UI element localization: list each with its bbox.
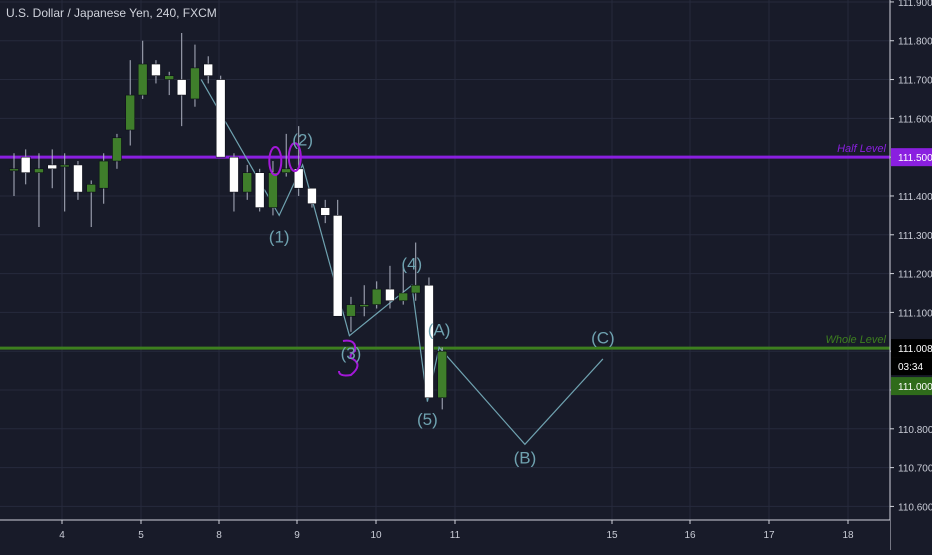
- candle-body[interactable]: [332, 215, 343, 317]
- price-badge-label: 111.500: [898, 153, 932, 164]
- horizontal-levels[interactable]: Half Level Whole Level: [0, 143, 890, 350]
- candle-body[interactable]: [137, 63, 148, 96]
- candle-body[interactable]: [268, 172, 278, 208]
- time-tick-label: 4: [59, 530, 65, 541]
- candle-body[interactable]: [359, 304, 370, 307]
- price-badge-label: 03:34: [898, 362, 923, 373]
- price-tick-label: 111.800: [898, 37, 932, 48]
- candle-body[interactable]: [47, 164, 58, 170]
- candle-body[interactable]: [242, 172, 253, 193]
- candle-body[interactable]: [203, 63, 214, 76]
- whole-level-label: Whole Level: [825, 334, 886, 346]
- time-axis[interactable]: 4 5 8 9 10 11 15 16 17 18: [0, 519, 890, 550]
- candle-body[interactable]: [346, 304, 356, 317]
- candle-body[interactable]: [410, 284, 421, 294]
- candle-body[interactable]: [73, 164, 83, 193]
- symbol-title: U.S. Dollar / Japanese Yen, 240, FXCM: [6, 6, 217, 20]
- candle-body[interactable]: [34, 168, 44, 173]
- candle-body[interactable]: [424, 284, 434, 399]
- time-tick-label: 5: [138, 530, 144, 541]
- candle-body[interactable]: [229, 156, 239, 193]
- time-axis-background: [0, 520, 890, 550]
- price-badge-label: 111.000: [898, 382, 932, 393]
- wave-label[interactable]: (1): [269, 228, 290, 247]
- wave-label[interactable]: (3): [341, 344, 362, 363]
- circle-mark[interactable]: [287, 142, 302, 173]
- candle-body[interactable]: [86, 184, 97, 193]
- candle-body[interactable]: [190, 67, 200, 100]
- candle-body[interactable]: [125, 94, 136, 131]
- half-level-label: Half Level: [837, 143, 886, 155]
- price-tick-label: 111.700: [898, 76, 932, 87]
- time-tick-label: 10: [370, 530, 382, 541]
- circle-mark[interactable]: [337, 339, 359, 377]
- circle-mark[interactable]: [268, 146, 283, 177]
- wave-label[interactable]: (5): [417, 410, 438, 429]
- candle-body[interactable]: [385, 288, 395, 302]
- price-axis[interactable]: 110.600110.700110.800110.900111.000111.1…: [889, 0, 932, 550]
- candle-body[interactable]: [320, 207, 331, 216]
- price-tick-label: 110.800: [898, 425, 932, 436]
- price-tick-label: 111.600: [898, 114, 932, 125]
- time-tick-label: 8: [216, 530, 222, 541]
- price-tick-label: 110.600: [898, 502, 932, 513]
- candle-body[interactable]: [112, 137, 122, 162]
- candle-body[interactable]: [151, 63, 161, 76]
- candle-body[interactable]: [281, 168, 292, 173]
- price-badge-label: 111.008: [898, 344, 932, 355]
- wave-label[interactable]: (2): [292, 131, 313, 150]
- candle-body[interactable]: [437, 350, 448, 399]
- time-tick-label: 9: [294, 530, 300, 541]
- price-axis-background: [890, 0, 932, 550]
- circle-annotations[interactable]: [268, 142, 359, 377]
- candle-body[interactable]: [164, 75, 175, 80]
- wave-labels[interactable]: (1) (2) (3) (4) (5) (A) (B) (C): [269, 131, 615, 468]
- wave-label[interactable]: (B): [514, 449, 537, 468]
- candles[interactable]: [9, 32, 448, 410]
- price-tick-label: 111.900: [898, 0, 932, 9]
- time-tick-label: 11: [450, 530, 461, 541]
- candle-body[interactable]: [307, 187, 317, 205]
- time-tick-label: 15: [606, 530, 618, 541]
- candle-body[interactable]: [254, 172, 265, 208]
- price-tick-label: 111.200: [898, 270, 932, 281]
- price-tick-label: 111.300: [898, 231, 932, 242]
- price-tick-label: 111.100: [898, 308, 932, 319]
- price-badge[interactable]: [891, 148, 932, 167]
- candle-body[interactable]: [59, 164, 70, 168]
- candle-body[interactable]: [398, 292, 409, 302]
- price-badge[interactable]: [891, 377, 932, 396]
- time-tick-label: 18: [842, 530, 854, 541]
- wave-label[interactable]: (4): [401, 255, 422, 274]
- candle-body[interactable]: [371, 288, 382, 305]
- price-badge[interactable]: [891, 339, 932, 358]
- time-tick-label: 17: [763, 530, 775, 541]
- wave-label[interactable]: (C): [591, 328, 615, 347]
- candle-body[interactable]: [20, 156, 31, 173]
- price-tick-label: 111.400: [898, 192, 932, 203]
- candle-body[interactable]: [9, 168, 19, 172]
- candle-body[interactable]: [215, 79, 226, 158]
- price-badge[interactable]: [891, 357, 932, 376]
- candle-body[interactable]: [176, 79, 187, 96]
- price-tick-label: 110.700: [898, 464, 932, 475]
- candle-body[interactable]: [98, 160, 109, 189]
- wave-label[interactable]: (A): [428, 321, 451, 340]
- time-tick-label: 16: [684, 530, 696, 541]
